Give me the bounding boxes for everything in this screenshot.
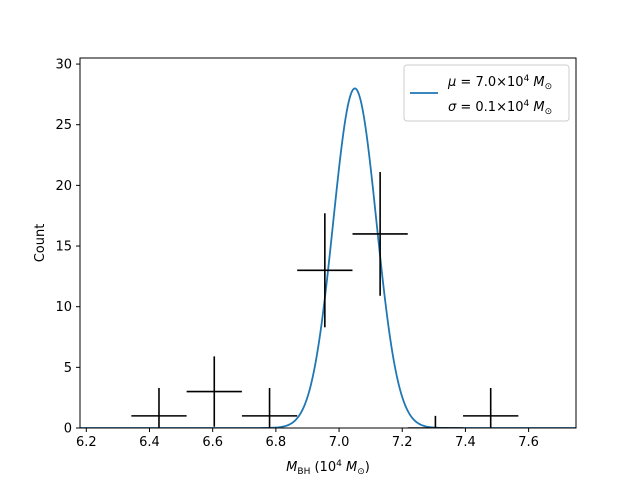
x-tick-label: 7.0 — [329, 435, 350, 450]
x-axis-label: MBH (104 M⊙) — [286, 459, 370, 477]
histogram-point — [297, 213, 353, 328]
x-tick-label: 6.6 — [202, 435, 223, 450]
data-marks — [80, 87, 576, 428]
histogram-point — [131, 387, 187, 428]
x-tick-label: 6.4 — [139, 435, 160, 450]
legend-sigma-text: σ = 0.1×104 M⊙ — [448, 99, 552, 117]
histogram-point — [352, 172, 408, 296]
x-tick-label: 7.4 — [455, 435, 476, 450]
y-tick-label: 25 — [55, 118, 72, 133]
x-tick-label: 6.2 — [76, 435, 97, 450]
x-tick-label: 7.6 — [518, 435, 539, 450]
legend-box — [403, 64, 570, 122]
legend-mu-text: μ = 7.0×104 M⊙ — [447, 74, 552, 92]
y-tick-label: 30 — [55, 58, 72, 73]
y-tick-label: 0 — [64, 422, 72, 437]
x-tick-label: 6.8 — [266, 435, 287, 450]
y-tick-label: 20 — [55, 179, 72, 194]
x-axis-ticks: 6.2 6.4 6.6 6.8 7.0 7.2 7.4 7.6 — [76, 428, 539, 450]
plot-frame — [79, 57, 577, 429]
y-axis-label: Count — [33, 224, 48, 263]
histogram-point — [186, 356, 242, 427]
y-tick-label: 5 — [64, 361, 72, 376]
y-tick-label: 15 — [55, 240, 72, 255]
histogram-point — [407, 415, 464, 428]
y-tick-label: 10 — [55, 300, 72, 315]
histogram-point — [241, 387, 298, 428]
legend: μ = 7.0×104 M⊙ σ = 0.1×104 M⊙ — [403, 64, 570, 122]
y-axis-ticks: 0 5 10 15 20 25 30 — [55, 58, 80, 437]
x-tick-label: 7.2 — [392, 435, 413, 450]
histogram-point — [463, 387, 519, 428]
